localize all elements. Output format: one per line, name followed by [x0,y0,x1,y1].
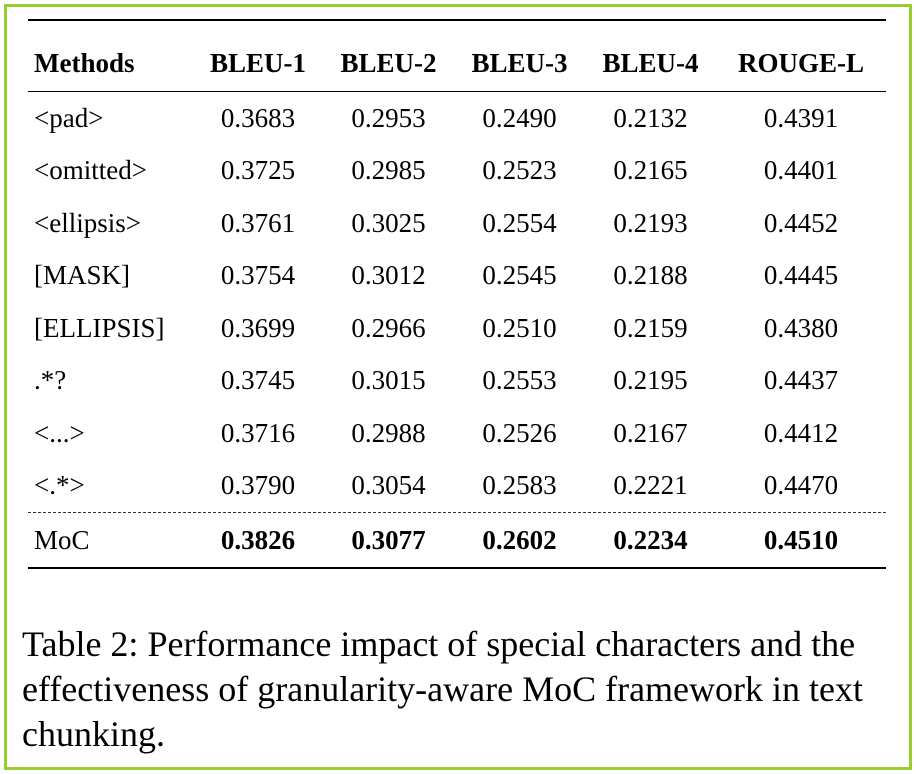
header-bleu-4: BLEU-4 [602,48,699,78]
value-cell: 0.4437 [763,365,839,396]
method-cell: [MASK] [34,260,131,291]
method-cell: MoC [34,524,90,555]
value-cell: 0.2602 [482,524,557,555]
value-cell: 0.3077 [351,524,426,555]
value-cell: 0.3683 [220,102,296,133]
table-caption: Table 2: Performance impact of special c… [22,624,864,754]
figure-frame [4,4,912,770]
value-cell: 0.3725 [220,155,296,186]
table-row-moc: MoC 0.3826 0.3077 0.2602 0.2234 0.4510 [28,513,886,567]
value-cell: 0.2221 [613,470,688,501]
header-row: Methods BLEU-1 BLEU-2 BLEU-3 BLEU-4 ROUG… [28,21,886,83]
value-cell: 0.2195 [613,365,688,396]
value-cell: 0.4401 [763,155,839,186]
value-cell: 0.2554 [482,207,557,238]
value-cell: 0.3025 [351,207,426,238]
value-cell: 0.2985 [351,155,426,186]
method-cell: <...> [34,417,85,448]
method-cell: [ELLIPSIS] [34,312,165,343]
value-cell: 0.3716 [220,417,296,448]
header-bleu-2: BLEU-2 [340,48,437,78]
value-cell: 0.2234 [613,524,688,555]
header-bleu-1: BLEU-1 [209,48,307,78]
value-cell: 0.4510 [763,524,839,555]
value-cell: 0.3826 [220,524,296,555]
value-cell: 0.3754 [220,260,296,291]
value-cell: 0.3012 [351,260,426,291]
top-rule [28,19,886,21]
value-cell: 0.2545 [482,260,557,291]
value-cell: 0.4391 [763,102,839,133]
value-cell: 0.3745 [220,365,296,396]
value-cell: 0.4470 [763,470,839,501]
header-rouge-l: ROUGE-L [737,48,864,78]
table-row: [MASK] 0.3754 0.3012 0.2545 0.2188 0.4445 [28,250,886,303]
final-table: MoC 0.3826 0.3077 0.2602 0.2234 0.4510 [28,513,886,567]
table-row: <ellipsis> 0.3761 0.3025 0.2554 0.2193 0.4452 [28,197,886,250]
header-table: Methods BLEU-1 BLEU-2 BLEU-3 BLEU-4 ROUG… [28,21,886,83]
value-cell: 0.4412 [763,417,839,448]
value-cell: 0.2988 [351,417,426,448]
table-row: <...> 0.3716 0.2988 0.2526 0.2167 0.4412 [28,407,886,460]
value-cell: 0.2966 [351,312,426,343]
method-cell: <omitted> [34,155,147,186]
method-cell: .*? [34,365,67,396]
value-cell: 0.2165 [613,155,688,186]
value-cell: 0.4452 [763,207,839,238]
value-cell: 0.2510 [482,312,557,343]
dashed-separator [28,512,886,513]
value-cell: 0.2523 [482,155,557,186]
header-bleu-3: BLEU-3 [471,48,568,78]
table-row: <omitted> 0.3725 0.2985 0.2523 0.2165 0.4401 [28,145,886,198]
bottom-rule [28,567,886,569]
value-cell: 0.2553 [482,365,557,396]
table-row: <pad> 0.3683 0.2953 0.2490 0.2132 0.4391 [28,92,886,145]
value-cell: 0.2188 [613,260,688,291]
value-cell: 0.2583 [482,470,557,501]
value-cell: 0.3015 [351,365,426,396]
value-cell: 0.2132 [613,102,688,133]
value-cell: 0.3054 [351,470,426,501]
value-cell: 0.3761 [220,207,296,238]
value-cell: 0.4380 [763,312,839,343]
value-cell: 0.2159 [613,312,688,343]
table-row: .*? 0.3745 0.3015 0.2553 0.2195 0.4437 [28,355,886,408]
header-rule [28,91,886,92]
value-cell: 0.4445 [763,260,839,291]
value-cell: 0.2953 [351,102,426,133]
method-cell: <pad> [34,102,104,133]
header-methods: Methods [34,48,135,78]
value-cell: 0.2193 [613,207,688,238]
method-cell: <ellipsis> [34,207,141,238]
value-cell: 0.2167 [613,417,688,448]
method-cell: <.*> [34,470,85,501]
value-cell: 0.2526 [482,417,557,448]
table-row: [ELLIPSIS] 0.3699 0.2966 0.2510 0.2159 0.4380 [28,302,886,355]
value-cell: 0.2490 [482,102,557,133]
results-table: Methods BLEU-1 BLEU-2 BLEU-3 BLEU-4 ROUG… [28,19,886,569]
table-row: <.*> 0.3790 0.3054 0.2583 0.2221 0.4470 [28,460,886,513]
value-cell: 0.3699 [220,312,296,343]
value-cell: 0.3790 [220,470,296,501]
body-table: <pad> 0.3683 0.2953 0.2490 0.2132 0.4391 <omit… [28,92,886,512]
